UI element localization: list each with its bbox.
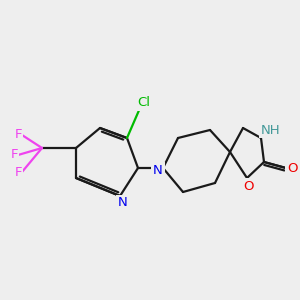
Text: N: N bbox=[153, 164, 163, 176]
Text: F: F bbox=[14, 128, 22, 142]
Text: F: F bbox=[14, 166, 22, 178]
Text: Cl: Cl bbox=[137, 97, 151, 110]
Text: NH: NH bbox=[261, 124, 281, 136]
Text: F: F bbox=[10, 148, 18, 161]
Text: O: O bbox=[287, 163, 297, 176]
Text: N: N bbox=[118, 196, 128, 209]
Text: O: O bbox=[244, 179, 254, 193]
